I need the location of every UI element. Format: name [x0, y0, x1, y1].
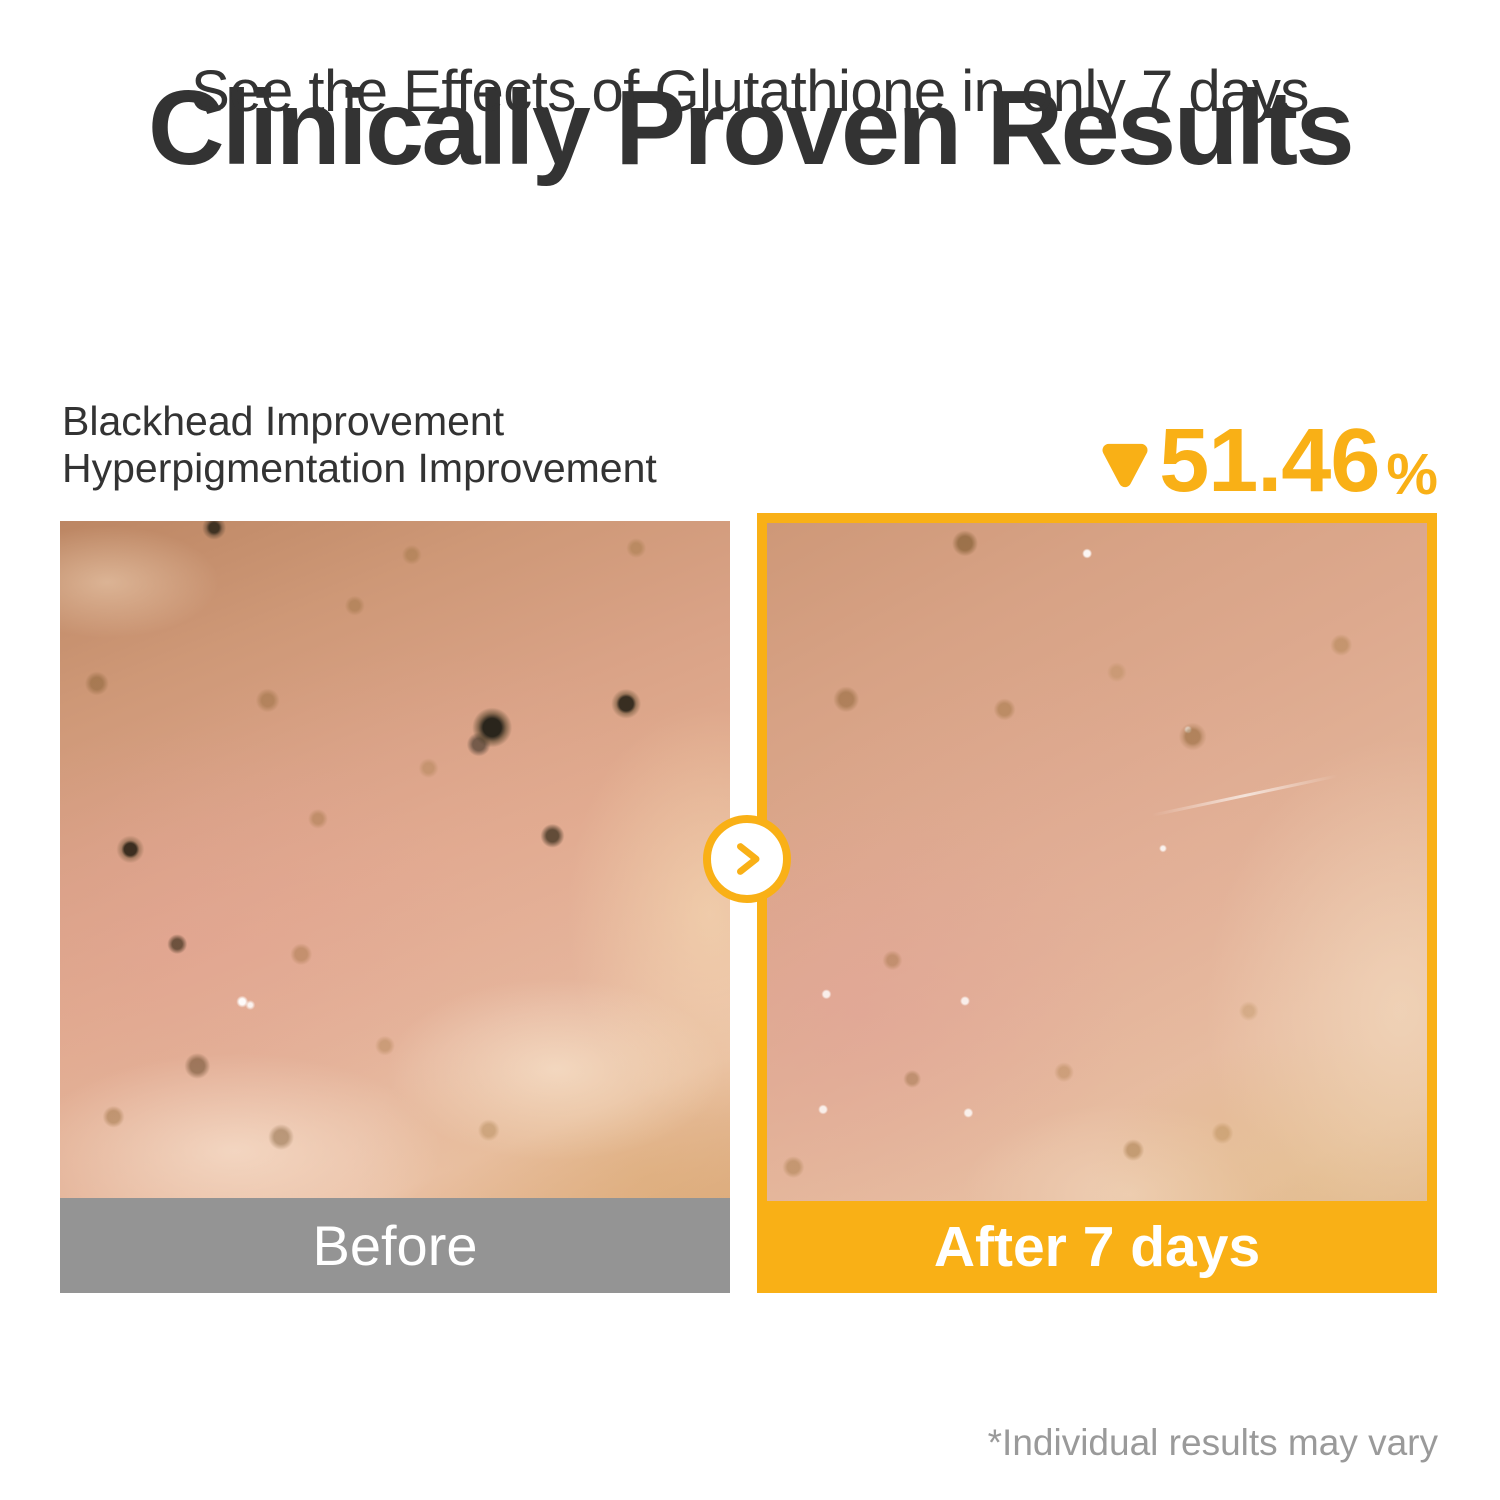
before-label: Before	[60, 1198, 730, 1293]
chevron-right-icon	[737, 843, 760, 875]
disclaimer-footnote: *Individual results may vary	[987, 1422, 1438, 1463]
after-panel: After 7 days	[757, 513, 1437, 1293]
stat-unit: %	[1386, 442, 1438, 507]
after-skin-photo	[767, 523, 1427, 1201]
before-panel: Before	[60, 521, 730, 1293]
before-after-arrow	[703, 815, 791, 903]
page-subtitle: See the Effects of Glutathione in only 7…	[191, 59, 1309, 124]
before-skin-photo	[60, 521, 730, 1198]
page-title: Clinically Proven Results	[147, 69, 1355, 188]
metric-hyperpigmentation: Hyperpigmentation Improvement	[62, 445, 657, 491]
stat-value: 51.46	[1159, 411, 1380, 511]
improvement-metrics: Blackhead Improvement Hyperpigmentation …	[62, 398, 657, 492]
reduction-stat: 51.46 %	[1098, 411, 1438, 511]
triangle-down-icon	[1102, 443, 1148, 488]
after-label: After 7 days	[933, 1215, 1261, 1279]
metric-blackhead: Blackhead Improvement	[62, 398, 505, 444]
